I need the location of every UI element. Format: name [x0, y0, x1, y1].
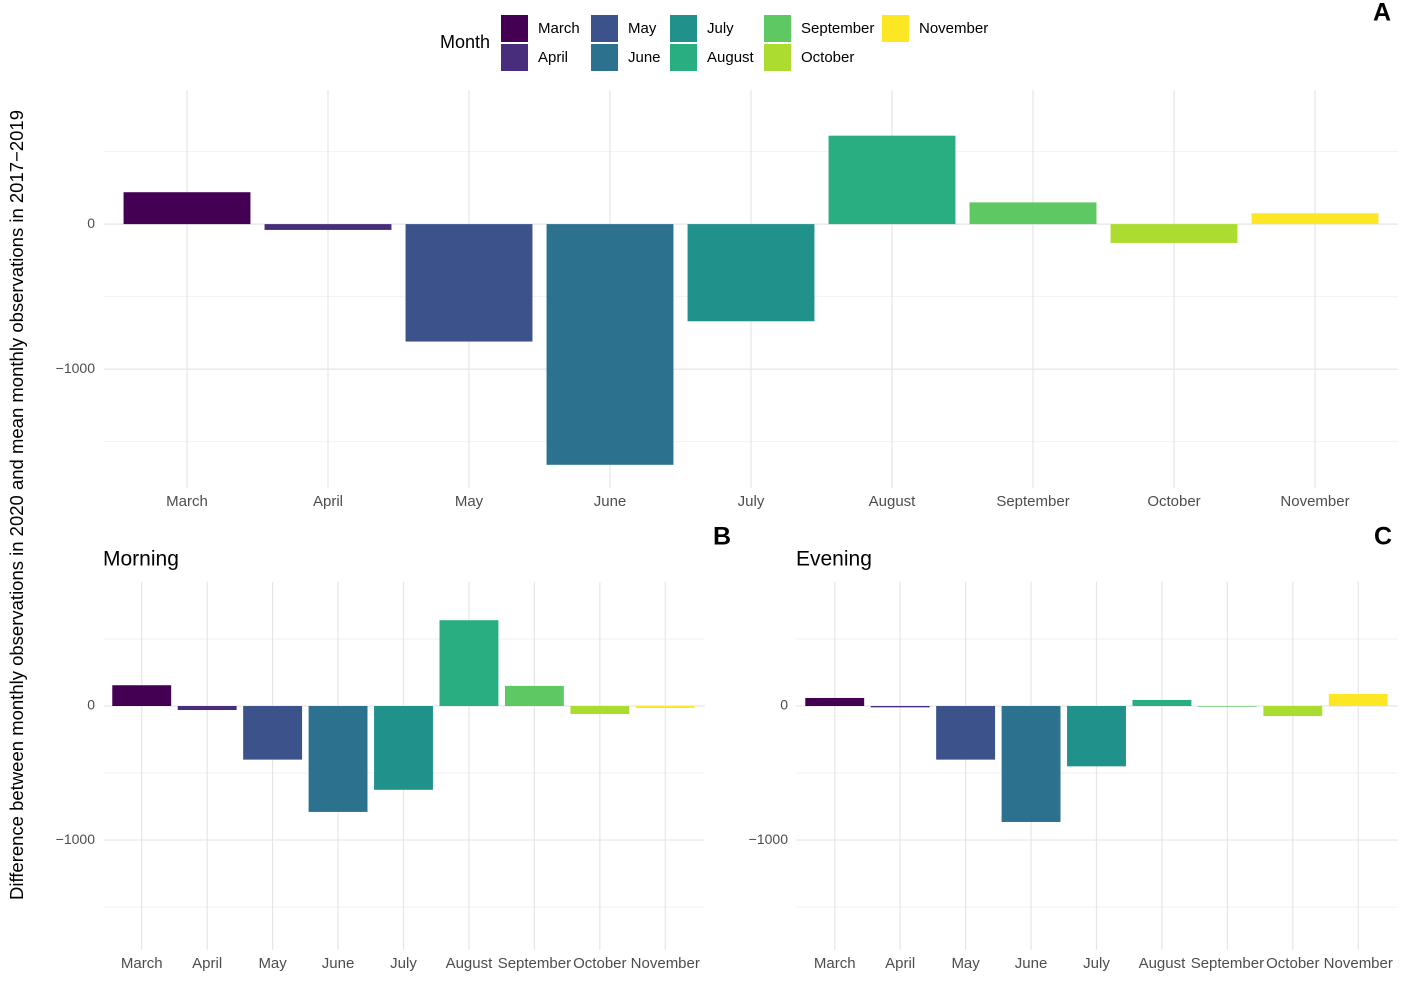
y-tick-label: 0	[780, 697, 788, 713]
bar	[1263, 706, 1323, 717]
legend-label: November	[919, 20, 988, 37]
bar	[687, 224, 815, 322]
bar	[969, 202, 1097, 225]
y-tick-label: −1000	[56, 831, 96, 847]
chart-title: Morning	[103, 548, 179, 571]
x-tick-label: July	[738, 493, 765, 510]
bar	[264, 224, 392, 230]
bar	[439, 620, 499, 707]
legend-swatch	[670, 15, 697, 42]
x-tick-label: October	[1147, 493, 1200, 510]
x-tick-label: April	[192, 955, 222, 972]
legend-label: July	[707, 20, 734, 37]
bar	[1001, 706, 1061, 822]
bar	[828, 135, 956, 225]
bar	[243, 706, 303, 760]
bar	[112, 685, 172, 707]
panel-label: B	[713, 523, 731, 551]
y-axis-label: Difference between monthly observations …	[6, 110, 27, 900]
bar	[1132, 699, 1192, 707]
x-tick-label: July	[1083, 955, 1110, 972]
legend-swatch	[670, 44, 697, 71]
bar	[570, 706, 630, 715]
legend-title: Month	[440, 32, 490, 52]
panel-label: C	[1374, 523, 1392, 551]
x-tick-label: June	[1015, 955, 1048, 972]
bar	[1251, 213, 1379, 225]
bar	[546, 224, 674, 465]
bar	[1328, 693, 1388, 707]
x-tick-label: March	[814, 955, 856, 972]
legend-swatch	[591, 15, 618, 42]
x-tick-label: March	[166, 493, 208, 510]
panel: −1000 0 March April May June July August Septemb…	[749, 523, 1398, 972]
bar	[1110, 224, 1238, 243]
legend-swatch	[764, 44, 791, 71]
x-tick-label: April	[885, 955, 915, 972]
x-tick-label: May	[455, 493, 484, 510]
legend-label: March	[538, 20, 580, 37]
x-tick-label: June	[594, 493, 627, 510]
bar	[405, 224, 533, 342]
bar	[1197, 706, 1257, 707]
panel: −1000 0 March April May June July August Septemb…	[56, 0, 1398, 510]
y-tick-label: −1000	[749, 831, 789, 847]
chart-title: Evening	[796, 548, 872, 571]
x-tick-label: April	[313, 493, 343, 510]
y-tick-label: 0	[87, 215, 95, 231]
x-tick-label: November	[631, 955, 700, 972]
bar	[635, 706, 695, 709]
bar	[1067, 706, 1126, 767]
y-tick-label: −1000	[56, 360, 96, 376]
panel-label: A	[1373, 0, 1391, 27]
y-tick-label: 0	[87, 697, 95, 713]
legend-swatch	[501, 44, 528, 71]
legend-label: June	[628, 49, 661, 66]
x-tick-label: November	[1324, 955, 1393, 972]
x-tick-label: August	[869, 493, 917, 510]
bar	[870, 706, 930, 708]
x-tick-label: August	[1139, 955, 1187, 972]
legend-label: September	[801, 20, 874, 37]
x-tick-label: May	[951, 955, 980, 972]
x-tick-label: March	[121, 955, 163, 972]
x-tick-label: October	[1266, 955, 1319, 972]
bar	[374, 706, 433, 790]
bar	[504, 685, 564, 707]
panel: −1000 0 March April May June July August Septemb…	[56, 523, 731, 972]
bar	[177, 706, 237, 711]
legend-label: August	[707, 49, 755, 66]
legend-swatch	[591, 44, 618, 71]
x-tick-label: July	[390, 955, 417, 972]
legend-swatch	[501, 15, 528, 42]
x-tick-label: May	[258, 955, 287, 972]
bar	[936, 706, 996, 760]
legend-swatch	[764, 15, 791, 42]
x-tick-label: November	[1280, 493, 1349, 510]
legend-swatch	[882, 15, 909, 42]
legend-label: May	[628, 20, 657, 37]
legend-label: April	[538, 49, 568, 66]
bar	[805, 697, 865, 707]
x-tick-label: October	[573, 955, 626, 972]
x-tick-label: September	[498, 955, 571, 972]
x-tick-label: September	[1191, 955, 1264, 972]
x-tick-label: June	[322, 955, 355, 972]
x-tick-label: September	[996, 493, 1069, 510]
bar	[308, 706, 368, 812]
bar	[123, 192, 251, 225]
x-tick-label: August	[446, 955, 494, 972]
legend-label: October	[801, 49, 854, 66]
